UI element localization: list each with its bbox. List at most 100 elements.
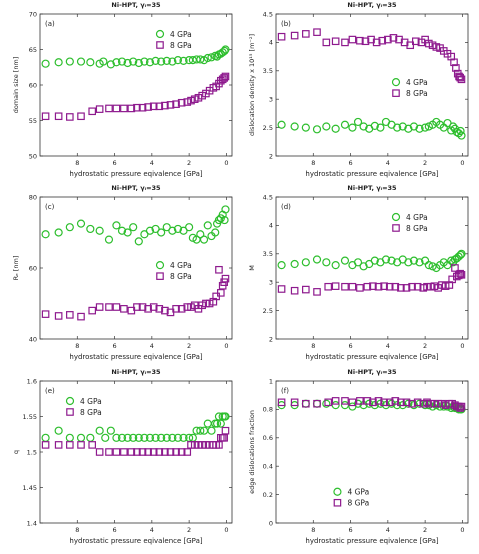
data-point xyxy=(172,100,180,108)
data-point xyxy=(112,448,121,456)
x-axis-label: hydrostatic pressure eqivalence [GPa] xyxy=(69,170,202,178)
data-point xyxy=(214,215,224,225)
data-point xyxy=(183,448,192,456)
data-point xyxy=(41,310,50,318)
x-tick-label: 4 xyxy=(386,526,390,534)
data-point xyxy=(348,398,357,407)
data-point xyxy=(162,223,171,232)
data-point xyxy=(65,433,74,442)
data-point xyxy=(120,448,128,456)
x-tick-label: 4 xyxy=(386,159,390,167)
data-point xyxy=(99,57,108,66)
series-8gpa xyxy=(41,265,230,321)
data-point xyxy=(302,399,310,408)
data-point xyxy=(196,55,205,64)
data-point xyxy=(340,256,350,265)
data-point xyxy=(117,433,127,442)
legend-marker xyxy=(66,408,74,416)
x-tick-label: 6 xyxy=(112,159,116,167)
data-point xyxy=(199,235,209,244)
data-point xyxy=(86,433,95,442)
data-point xyxy=(145,226,155,235)
data-point xyxy=(421,123,430,132)
data-point xyxy=(456,73,464,82)
data-point xyxy=(88,107,96,116)
data-point xyxy=(356,36,364,45)
plot-frame xyxy=(39,380,233,524)
data-point xyxy=(203,221,212,230)
data-point xyxy=(341,397,349,405)
legend: 4 GPa 8 GPa xyxy=(155,30,192,50)
data-point xyxy=(456,269,464,278)
x-tick-label: 0 xyxy=(224,526,228,534)
data-point xyxy=(95,105,104,113)
data-point xyxy=(220,434,228,442)
y-tick-label: 2.5 xyxy=(263,124,273,132)
data-point xyxy=(356,397,364,405)
legend: 4 GPa 8 GPa xyxy=(391,78,428,98)
series-4gpa xyxy=(277,117,466,140)
data-point xyxy=(341,38,349,47)
y-axis-label: edge dislocations fraction xyxy=(248,410,256,494)
data-point xyxy=(173,56,183,65)
data-point xyxy=(348,123,357,132)
data-point xyxy=(457,402,466,411)
data-point xyxy=(112,58,121,67)
data-point xyxy=(54,426,63,435)
y-tick-label: 0.4 xyxy=(263,463,273,471)
data-point xyxy=(409,256,419,265)
y-tick-label: 70 xyxy=(29,10,37,18)
data-point xyxy=(207,53,216,62)
data-point xyxy=(322,258,331,267)
data-point xyxy=(145,58,155,67)
x-tick-label: 8 xyxy=(311,342,315,350)
data-point xyxy=(105,303,113,311)
data-point xyxy=(384,35,392,44)
data-point xyxy=(41,59,50,68)
x-tick-label: 4 xyxy=(150,342,154,350)
plot-frame xyxy=(39,13,233,157)
data-point xyxy=(133,303,141,311)
data-point xyxy=(88,306,96,315)
legend-marker xyxy=(392,89,400,97)
y-axis-label: dislocation density x 10¹⁵ [m⁻²] xyxy=(248,34,256,136)
data-point xyxy=(65,223,74,232)
y-tick-label: 1.55 xyxy=(23,413,37,421)
data-point xyxy=(76,219,86,228)
data-point xyxy=(66,311,74,319)
data-point xyxy=(168,57,177,66)
data-point xyxy=(302,30,310,38)
x-tick-label: 0 xyxy=(224,342,228,350)
legend-label: 4 GPa xyxy=(347,488,369,497)
data-point xyxy=(54,312,63,320)
data-point xyxy=(374,282,383,291)
legend-label: 4 GPa xyxy=(406,213,428,222)
data-point xyxy=(177,98,186,107)
x-tick-label: 4 xyxy=(386,342,390,350)
data-point xyxy=(277,120,286,129)
data-point xyxy=(356,284,364,292)
data-point xyxy=(41,112,50,121)
data-point xyxy=(387,256,396,265)
data-point xyxy=(374,397,383,405)
y-tick-label: 1.45 xyxy=(23,484,37,492)
data-point xyxy=(381,255,391,264)
data-point xyxy=(353,258,363,267)
data-point xyxy=(140,433,149,442)
data-point xyxy=(348,282,357,291)
plot-frame xyxy=(275,13,469,157)
data-point xyxy=(385,398,394,407)
y-tick-label: 2 xyxy=(269,335,273,343)
data-point xyxy=(54,441,63,449)
x-axis-label: hydrostatic pressure eqivalence [GPa] xyxy=(305,537,438,545)
data-point xyxy=(112,221,121,230)
data-point xyxy=(120,305,128,313)
data-point xyxy=(331,124,340,133)
data-point xyxy=(221,412,230,421)
data-point xyxy=(177,305,186,313)
data-point xyxy=(450,58,458,67)
x-tick-label: 2 xyxy=(187,342,191,350)
data-point xyxy=(179,226,188,235)
x-axis-label: hydrostatic pressure eqivalence [GPa] xyxy=(69,537,202,545)
data-point xyxy=(172,448,180,456)
